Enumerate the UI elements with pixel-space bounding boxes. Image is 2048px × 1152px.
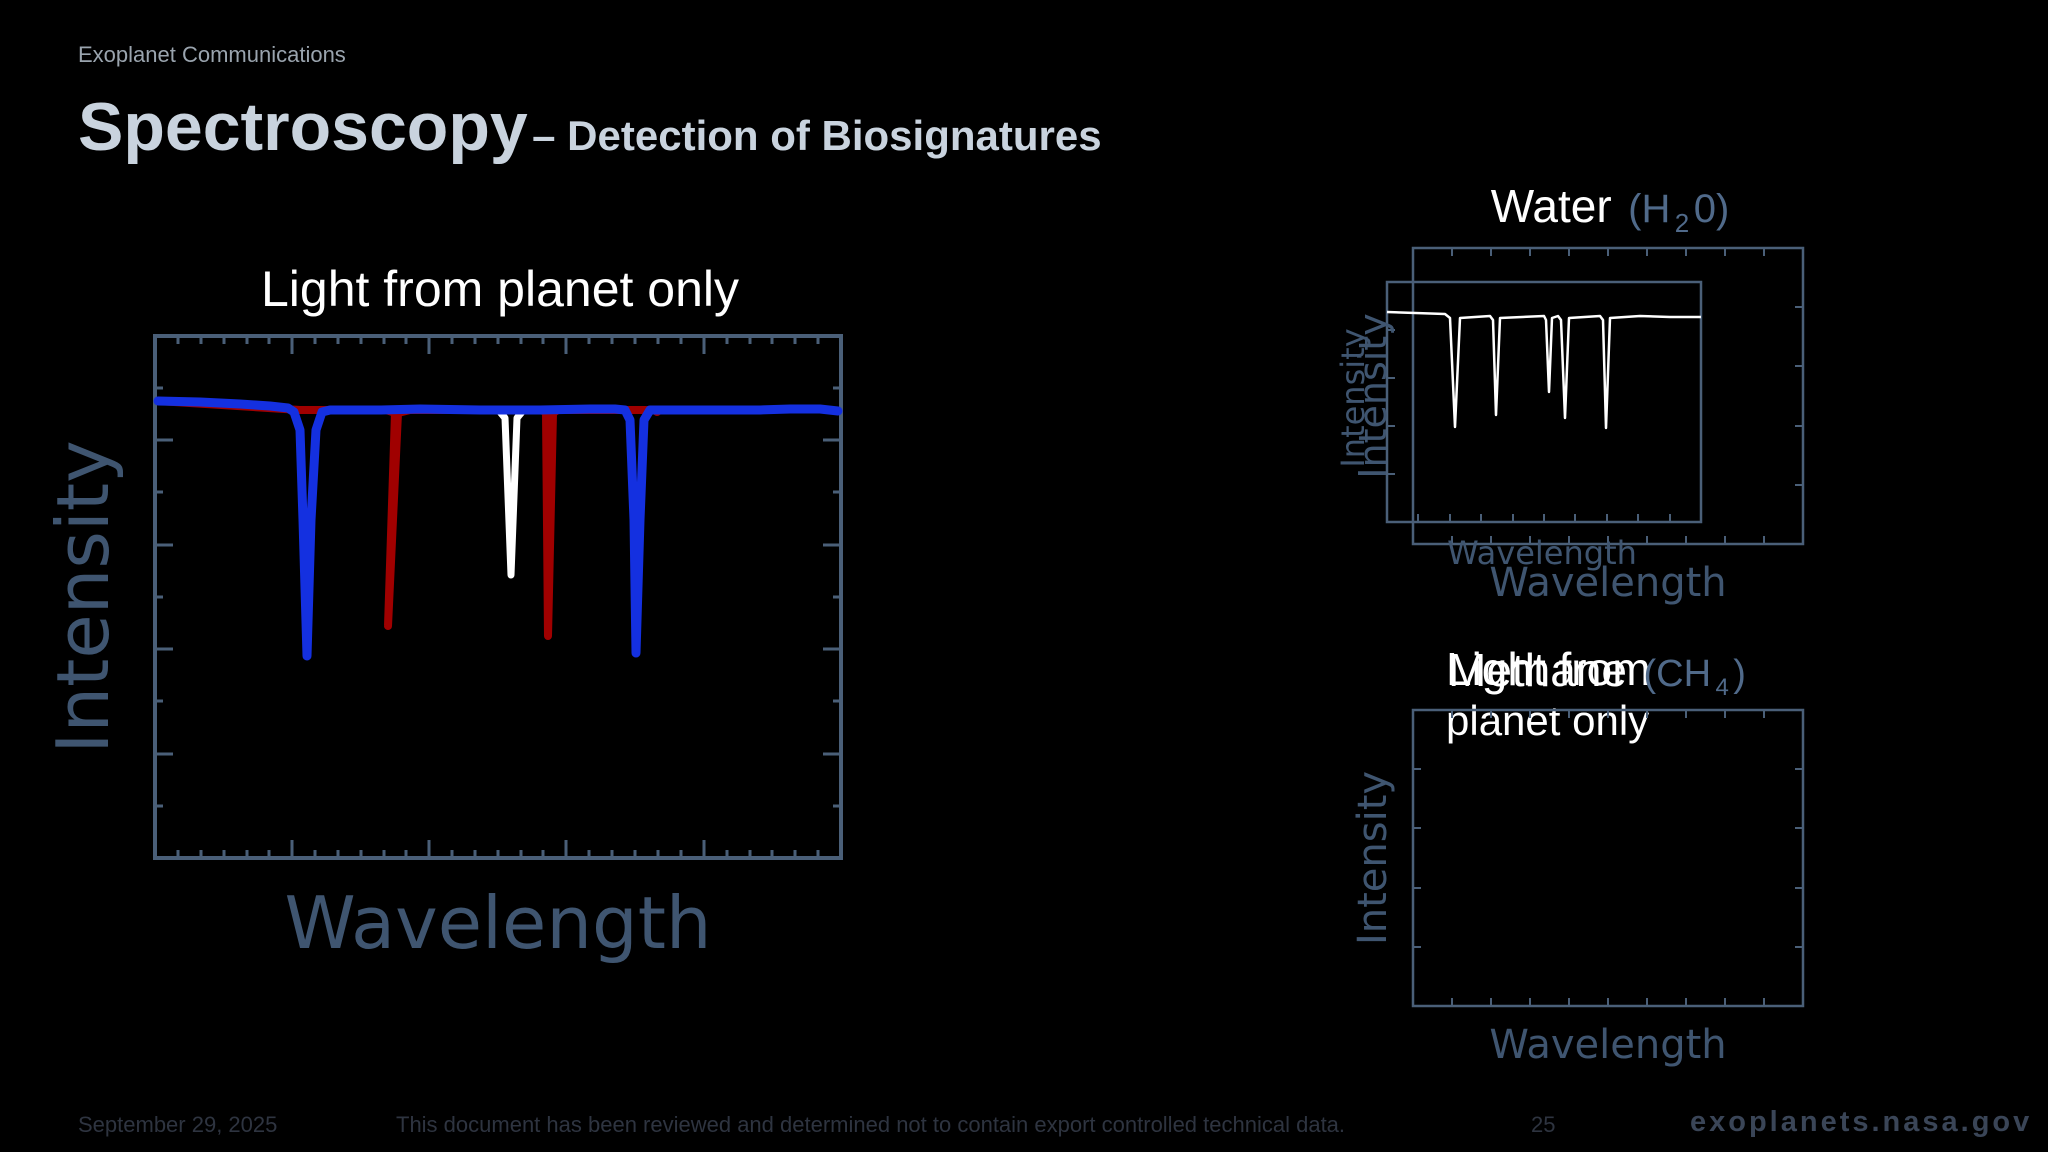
water-back-ticks — [1451, 248, 1803, 544]
methane-plot-ylabel: Intensity — [1350, 771, 1396, 945]
methane-overlap-text-line1: Light from — [1446, 643, 1651, 695]
methane-title-word: Methane — [1448, 644, 1627, 696]
white-spectrum-line — [496, 408, 526, 579]
overline-text: Exoplanet Communications — [78, 42, 346, 67]
methane-plot-frame — [1411, 708, 1805, 1008]
water-plot-title: Water (H 2 0) — [1491, 180, 1730, 238]
water-spectrum-line — [1386, 310, 1701, 430]
water-formula-open: (H — [1628, 187, 1670, 231]
water-plot-ylabel-front: Intensity — [1351, 313, 1395, 478]
main-plot-title: Light from planet only — [261, 261, 739, 317]
water-plot-ylabel-back: Intensity — [1334, 328, 1372, 467]
methane-ticks — [1413, 710, 1803, 1006]
methane-plot-xlabel: Wavelength — [1489, 1022, 1726, 1068]
footer-page-number: 25 — [1531, 1112, 1556, 1137]
main-plot-frame — [153, 334, 843, 860]
main-plot-ticks — [155, 336, 841, 858]
methane-axes-box — [1411, 708, 1805, 1008]
footer-disclaimer: This document has been reviewed and dete… — [396, 1112, 1346, 1137]
water-plot-front-frame — [1385, 280, 1703, 524]
water-plot-xlabel-back: Wavelength — [1447, 534, 1637, 572]
water-plot-back-frame — [1411, 246, 1805, 546]
main-plot-ylabel: Intensity — [41, 440, 125, 753]
page-title-sub: – Detection of Biosignatures — [532, 112, 1102, 159]
page-title: Spectroscopy – Detection of Biosignature… — [78, 88, 1102, 166]
methane-formula-open: (CH — [1643, 653, 1711, 695]
methane-overlap-text-line2: planet only — [1446, 697, 1649, 744]
footer-site-link[interactable]: exoplanets.nasa.gov — [1690, 1106, 2033, 1138]
methane-plot-title: Methane (CH 4 ) — [1448, 644, 1746, 701]
main-plot-spectra — [153, 396, 843, 661]
water-formula-sub: 2 — [1675, 208, 1689, 238]
water-front-ticks — [1387, 329, 1671, 522]
blue-spectrum-line — [153, 396, 843, 661]
water-title-word: Water — [1491, 180, 1612, 232]
red-spectrum-line — [154, 397, 674, 640]
footer-date: September 29, 2025 — [78, 1112, 278, 1137]
water-formula-close: 0) — [1694, 187, 1730, 231]
methane-formula-sub: 4 — [1715, 674, 1728, 701]
methane-formula-close: ) — [1733, 653, 1746, 695]
water-plot-xlabel-front: Wavelength — [1489, 560, 1726, 606]
page-title-main: Spectroscopy — [78, 89, 528, 165]
main-plot-xlabel: Wavelength — [284, 881, 711, 965]
